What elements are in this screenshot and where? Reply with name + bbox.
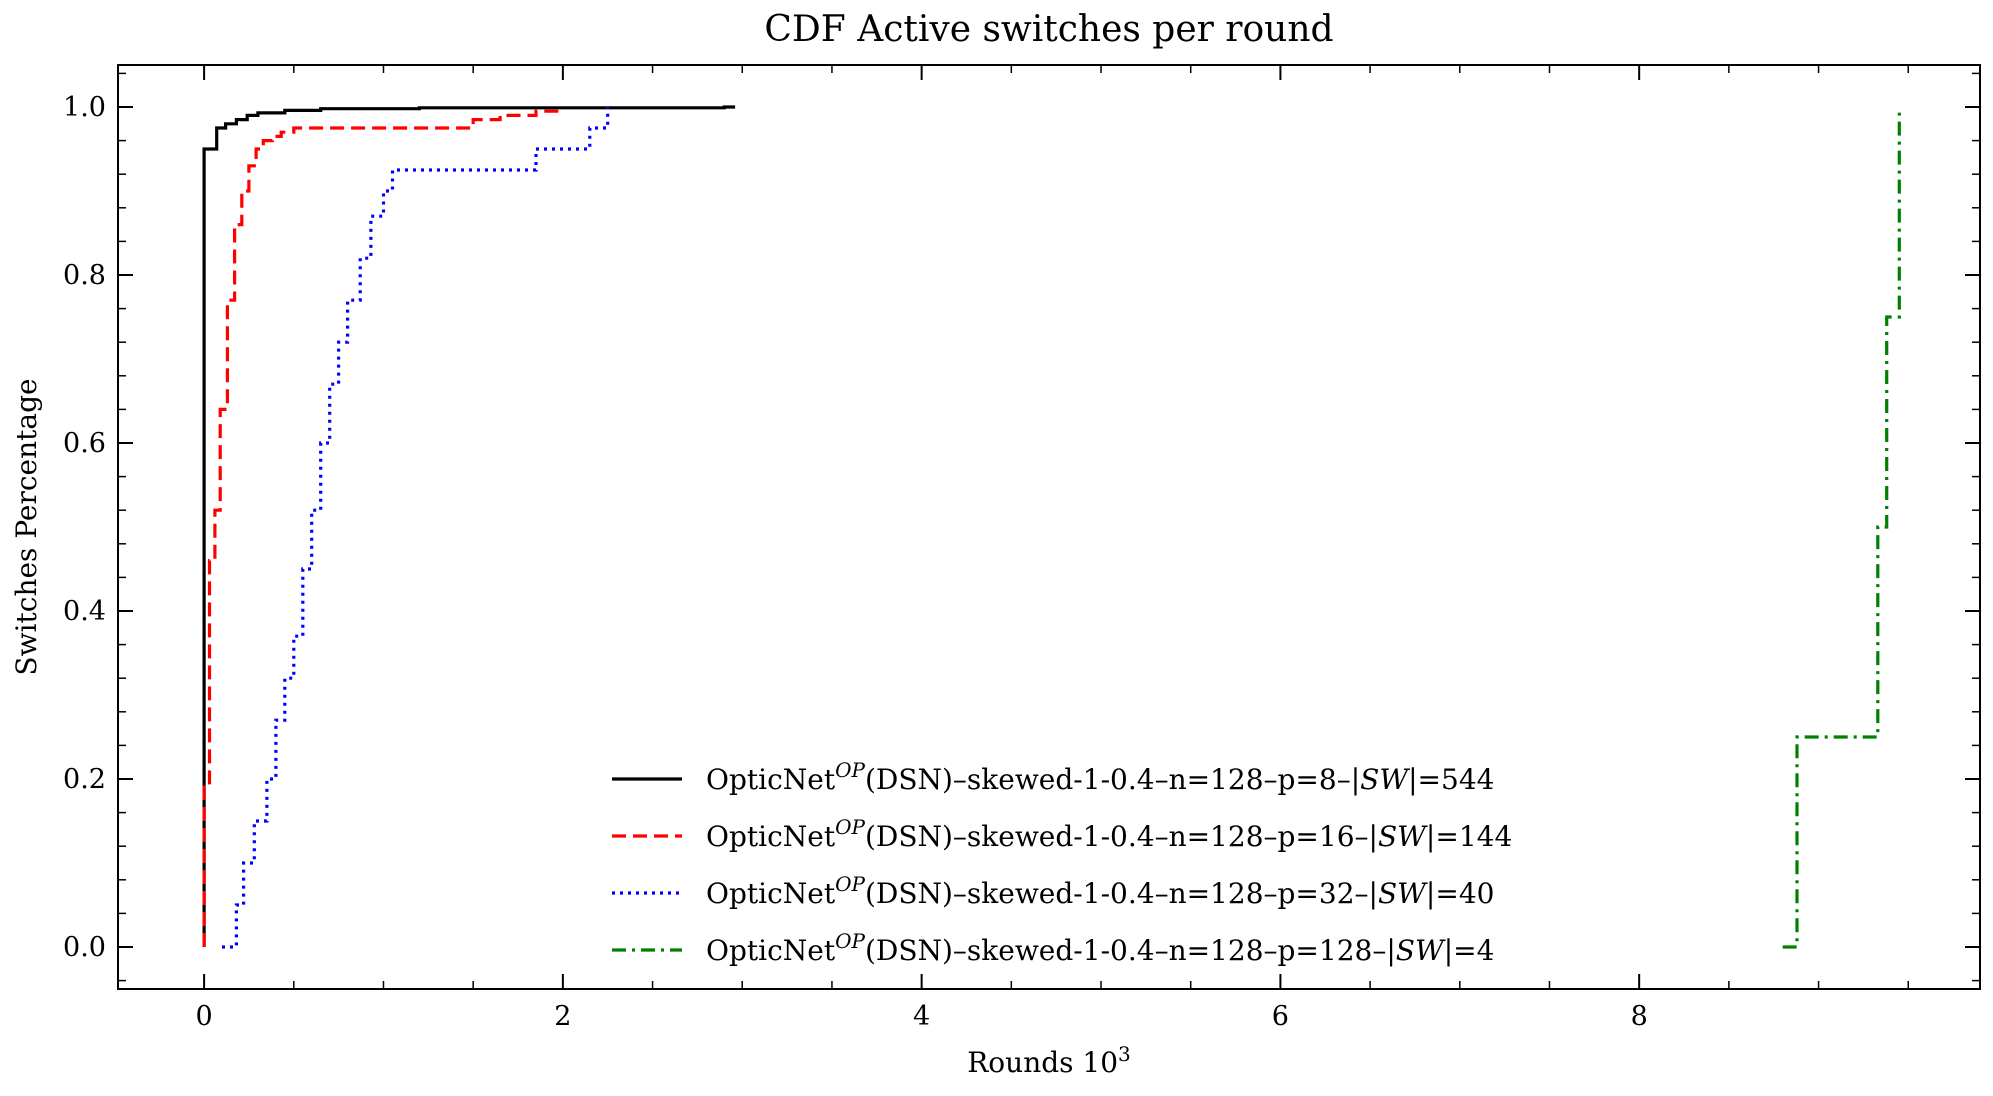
x-tick-label: 0: [196, 1001, 213, 1032]
x-tick-label: 4: [913, 1001, 930, 1032]
x-axis-label: Rounds 10: [967, 1046, 1118, 1079]
legend: OpticNetOP(DSN)–skewed-1-0.4–n=128–p=8–|…: [612, 758, 1512, 967]
series-line-3: [222, 107, 610, 949]
legend-label-3: OpticNetOP(DSN)–skewed-1-0.4–n=128–p=32–…: [706, 872, 1494, 910]
legend-label-1: OpticNetOP(DSN)–skewed-1-0.4–n=128–p=8–|…: [706, 758, 1494, 796]
y-tick-label: 0.6: [63, 428, 106, 459]
y-tick-label: 0.8: [63, 260, 106, 291]
x-tick-label: 6: [1272, 1001, 1289, 1032]
y-tick-label: 0.0: [63, 932, 106, 963]
y-axis-title: Switches Percentage: [10, 378, 43, 675]
y-tick-label: 0.2: [63, 764, 106, 795]
x-axis-title: Rounds 103: [967, 1042, 1131, 1079]
y-axis: 0.0 0.2 0.4 0.6 0.8 1.0: [63, 72, 1980, 982]
legend-label-2: OpticNetOP(DSN)–skewed-1-0.4–n=128–p=16–…: [706, 815, 1512, 853]
series-line-1: [202, 105, 736, 947]
y-tick-label: 0.4: [63, 596, 106, 627]
chart-title: CDF Active switches per round: [764, 9, 1333, 50]
series-group: [202, 105, 1901, 949]
series-line-4: [1782, 107, 1901, 949]
x-axis: 0 2 4 6 8: [196, 65, 1909, 1032]
series-line-2: [202, 107, 561, 947]
x-axis-exponent: 3: [1118, 1042, 1131, 1066]
legend-label-4: OpticNetOP(DSN)–skewed-1-0.4–n=128–p=128…: [706, 929, 1494, 967]
x-tick-label: 8: [1631, 1001, 1648, 1032]
x-tick-label: 2: [554, 1001, 571, 1032]
plot-frame: [117, 64, 1981, 990]
y-tick-label: 1.0: [63, 92, 106, 123]
